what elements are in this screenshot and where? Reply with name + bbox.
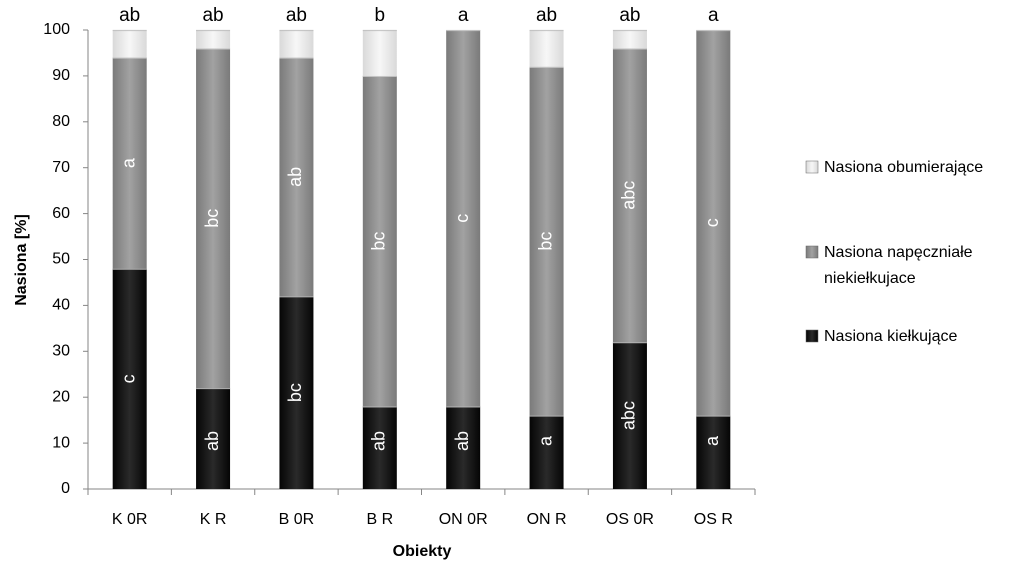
bar-letter-label: ab (202, 5, 223, 26)
bar-segment (446, 406, 481, 489)
y-tick-label: 40 (52, 297, 70, 314)
bar-letter-label: b (375, 5, 386, 26)
bar-segment (529, 415, 564, 489)
x-tick-label: B 0R (279, 511, 315, 528)
x-tick-label: OS 0R (606, 511, 654, 528)
bar-segment (612, 30, 647, 49)
bar-letter-label: ab (452, 431, 472, 451)
bar-segment (112, 30, 147, 58)
y-tick-label: 0 (61, 480, 70, 497)
y-tick-label: 20 (52, 388, 70, 405)
bar-segment (196, 30, 231, 49)
y-tick-label: 10 (52, 434, 70, 451)
x-tick-label: OS R (694, 511, 733, 528)
bar-segment (112, 268, 147, 489)
bar-letter-label: ab (286, 5, 307, 26)
bar-segment (362, 75, 397, 407)
y-axis-title: Nasiona [%] (13, 214, 30, 306)
bar-letter-label: a (702, 435, 722, 446)
bar-letter-label: bc (202, 209, 222, 228)
legend-label: niekiełkujace (824, 270, 916, 287)
bar-segment (446, 30, 481, 407)
bar-letter-label: ab (369, 431, 389, 451)
legend-swatch (805, 329, 819, 343)
bar-segment (612, 342, 647, 489)
legend-swatch (805, 245, 819, 259)
bar-letter-label: c (702, 218, 722, 227)
bar-segment (696, 30, 731, 416)
y-tick-label: 100 (43, 21, 70, 38)
bar-letter-label: a (535, 435, 555, 446)
x-tick-label: K R (200, 511, 227, 528)
legend-swatch (805, 160, 819, 174)
legend-label: Nasiona kiełkujące (824, 328, 958, 345)
bar-segment (196, 48, 231, 389)
x-tick-label: B R (366, 511, 393, 528)
bar-letter-label: bc (535, 232, 555, 251)
y-tick-label: 70 (52, 159, 70, 176)
bar-letter-label: c (452, 214, 472, 223)
x-tick-label: ON R (527, 511, 567, 528)
bar-segment (279, 296, 314, 489)
bar-segment (529, 30, 564, 67)
legend: Nasiona obumierające Nasiona napęczniałe n… (805, 159, 983, 345)
bar-letter-label: a (458, 5, 469, 26)
bar-letter-label: c (118, 374, 138, 383)
bar-letter-label: ab (202, 431, 222, 451)
bar-segment (279, 30, 314, 58)
y-tick-label: 60 (52, 205, 70, 222)
bar-segment (196, 388, 231, 489)
bar-segment (362, 406, 397, 489)
y-tick-label: 80 (52, 113, 70, 130)
bar-letter-label: a (118, 157, 138, 168)
bar-letter-label: abc (619, 181, 639, 210)
x-tick-label: K 0R (112, 511, 148, 528)
x-axis-title: Obiekty (393, 543, 452, 560)
bar-letter-label: ab (285, 167, 305, 187)
bar-segment (279, 57, 314, 297)
bar-segment (529, 66, 564, 416)
y-tick-label: 90 (52, 67, 70, 84)
y-tick-label: 50 (52, 251, 70, 268)
bar-letter-label: ab (536, 5, 557, 26)
bar-segment (612, 48, 647, 343)
bar-letter-label: bc (285, 383, 305, 402)
bar-segment (696, 415, 731, 489)
legend-label: Nasiona napęczniałe (824, 244, 973, 261)
bar-segment (362, 30, 397, 76)
bar-letter-label: bc (369, 232, 389, 251)
bar-segment (112, 57, 147, 269)
x-tick-label: ON 0R (439, 511, 488, 528)
legend-label: Nasiona obumierające (824, 159, 983, 176)
bar-letter-label: a (708, 5, 719, 26)
bar-letter-label: ab (619, 5, 640, 26)
y-tick-label: 30 (52, 343, 70, 360)
bar-letter-label: ab (119, 5, 140, 26)
bar-letter-label: abc (619, 401, 639, 430)
